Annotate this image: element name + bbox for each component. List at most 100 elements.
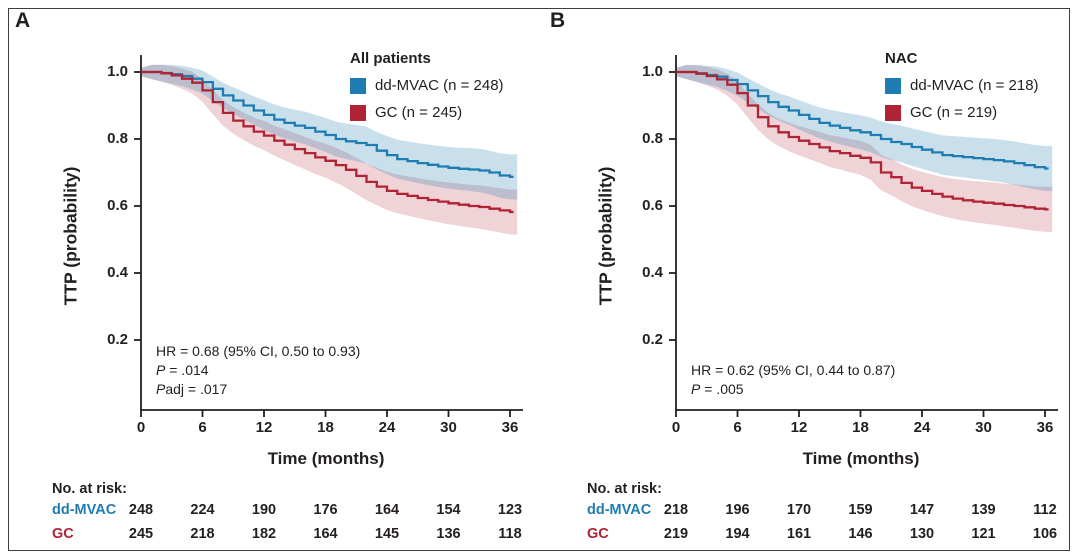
risk-value: 176 [313, 502, 338, 518]
legend-swatch [350, 104, 366, 121]
y-tick-label: 0.8 [107, 130, 128, 147]
x-tick-label: 36 [501, 419, 519, 436]
ci-band-gc [141, 64, 518, 235]
legend-item: GC (n = 219) [885, 104, 1039, 121]
y-tick-label: 1.0 [107, 63, 128, 80]
legend-item: GC (n = 245) [350, 104, 504, 121]
legend-items: dd-MVAC (n = 248) GC (n = 245) [350, 77, 504, 121]
figure-border-frame [8, 8, 1070, 551]
y-tick-label: 1.0 [642, 63, 663, 80]
ci-band-dd-mvac [141, 64, 518, 200]
x-tick-label: 24 [378, 419, 396, 436]
x-tick-label: 6 [198, 419, 207, 436]
legend-item: dd-MVAC (n = 218) [885, 77, 1039, 94]
panel-a: A TTP (probability) Time (months) All pa… [15, 9, 523, 542]
ci-band-gc [676, 64, 1053, 233]
panel-b: B TTP (probability) Time (months) NAC dd… [535, 0, 1080, 560]
y-tick-label: 0.8 [642, 130, 663, 147]
risk-value: 106 [1032, 525, 1058, 542]
risk-value: 146 [848, 525, 873, 542]
y-tick-label: 0.2 [107, 331, 128, 348]
y-tick-label: 0.2 [642, 331, 663, 348]
x-tick-label: 0 [136, 419, 146, 436]
ci-band-dd-mvac [676, 64, 1053, 192]
risk-value: 190 [251, 502, 277, 518]
legend-title: All patients [350, 50, 431, 67]
risk-value: 130 [909, 525, 935, 542]
x-tick-label: 36 [1036, 419, 1054, 436]
legend: All patients dd-MVAC (n = 248) GC (n = 24… [350, 50, 504, 121]
risk-value: 194 [725, 525, 750, 542]
legend-item-label: dd-MVAC (n = 218) [910, 77, 1039, 94]
risk-value: 161 [786, 525, 812, 542]
risk-value: 224 [190, 502, 215, 518]
risk-value: 121 [971, 525, 996, 542]
x-axis-title: Time (months) [802, 449, 920, 468]
y-axis-title: TTP (probability) [60, 166, 81, 306]
risk-value: 118 [498, 525, 522, 542]
risk-value: 218 [663, 502, 689, 518]
risk-value: 219 [663, 525, 689, 542]
risk-value: 112 [1033, 502, 1057, 518]
risk-value: 123 [497, 502, 523, 518]
risk-value: 196 [725, 502, 750, 518]
stats-annotations: HR = 0.62 (95% CI, 0.44 to 0.87) P = .005 [691, 361, 895, 399]
legend-swatch [885, 104, 901, 121]
stats-annotations: HR = 0.68 (95% CI, 0.50 to 0.93) P = .014… [156, 342, 360, 399]
km-curve-gc [141, 70, 514, 214]
risk-value: 248 [128, 502, 154, 518]
risk-value: 136 [436, 525, 461, 542]
risk-value: 218 [190, 525, 215, 542]
y-axis-title: TTP (probability) [595, 166, 616, 306]
y-tick-label: 0.6 [642, 197, 663, 214]
x-tick-label: 12 [255, 419, 273, 436]
stat-line: P = .014 [156, 362, 209, 378]
risk-row-label: GC [52, 525, 74, 542]
stat-line: HR = 0.68 (95% CI, 0.50 to 0.93) [156, 343, 361, 359]
risk-value: 154 [436, 502, 461, 518]
legend-swatch [350, 77, 366, 94]
risk-value: 145 [374, 525, 400, 542]
legend-item-label: GC (n = 219) [910, 104, 998, 121]
x-tick-label: 30 [975, 419, 992, 436]
legend-swatch [885, 77, 901, 94]
stat-line: HR = 0.62 (95% CI, 0.44 to 0.87) [691, 362, 896, 378]
stat-line: P = .005 [691, 381, 744, 397]
risk-table-title: No. at risk: [52, 481, 127, 497]
panel-label-a: A [15, 9, 31, 32]
legend-item: dd-MVAC (n = 248) [350, 77, 504, 94]
panel-label-b: B [550, 9, 566, 32]
risk-value: 147 [909, 502, 935, 518]
risk-row-label: dd-MVAC [587, 502, 652, 518]
y-tick-label: 0.6 [107, 197, 128, 214]
km-curve-dd-mvac [676, 70, 1049, 170]
km-curve-gc [676, 70, 1049, 211]
stat-line: Padj = .017 [156, 381, 228, 397]
risk-value: 164 [313, 525, 338, 542]
x-tick-label: 12 [790, 419, 808, 436]
x-tick-label: 18 [852, 419, 869, 436]
legend-items: dd-MVAC (n = 218) GC (n = 219) [885, 77, 1039, 121]
x-axis-title: Time (months) [267, 449, 385, 468]
risk-row-label: dd-MVAC [52, 502, 117, 518]
risk-value: 170 [786, 502, 812, 518]
y-tick-label: 0.4 [107, 264, 128, 281]
km-curve-dd-mvac [141, 70, 514, 179]
legend: NAC dd-MVAC (n = 218) GC (n = 219) [885, 50, 1039, 121]
x-tick-label: 6 [733, 419, 742, 436]
x-tick-label: 18 [317, 419, 334, 436]
legend-title: NAC [885, 50, 918, 67]
risk-table-title: No. at risk: [587, 481, 662, 497]
risk-value: 159 [848, 502, 873, 518]
risk-value: 182 [251, 525, 277, 542]
y-tick-label: 0.4 [642, 264, 663, 281]
risk-value: 139 [971, 502, 996, 518]
x-tick-label: 30 [440, 419, 457, 436]
x-tick-label: 0 [671, 419, 681, 436]
risk-value: 164 [374, 502, 400, 518]
legend-item-label: dd-MVAC (n = 248) [375, 77, 504, 94]
risk-value: 245 [128, 525, 154, 542]
risk-row-label: GC [587, 525, 609, 542]
x-tick-label: 24 [913, 419, 931, 436]
